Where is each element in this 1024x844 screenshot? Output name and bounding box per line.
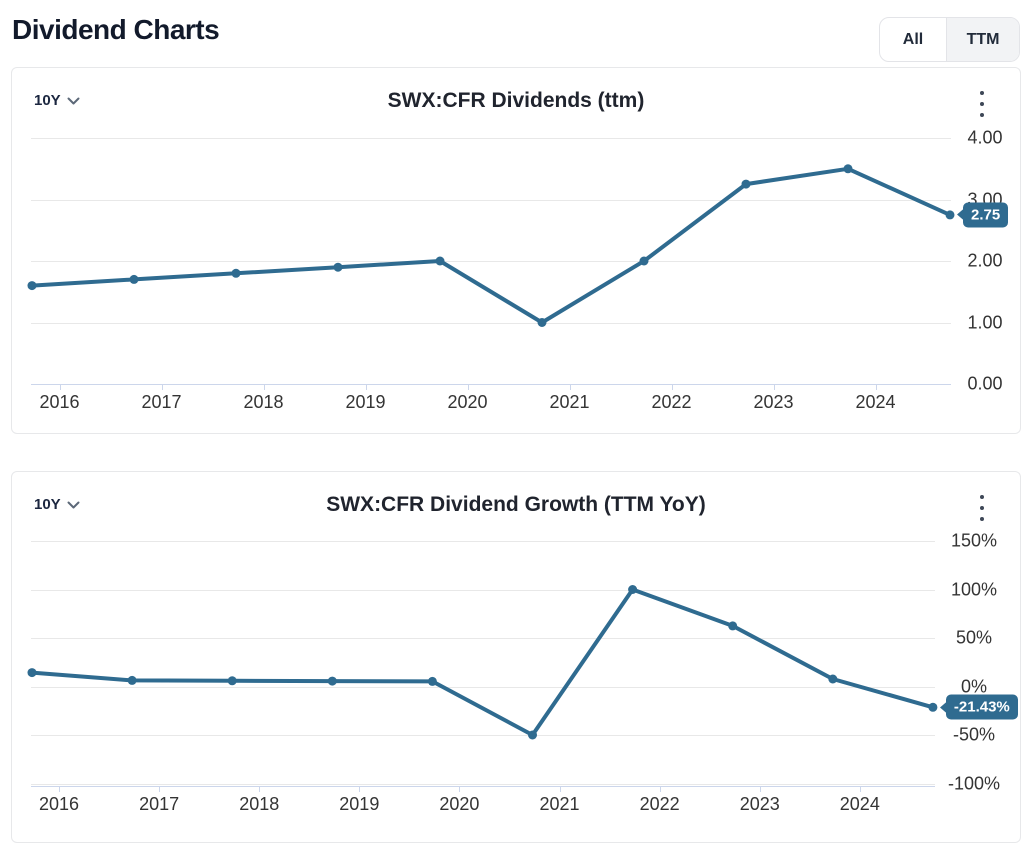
x-axis-label: 2017 (141, 392, 182, 412)
x-axis-label: 2019 (339, 794, 380, 814)
data-point[interactable] (945, 210, 955, 220)
chevron-down-icon (67, 97, 80, 104)
data-point[interactable] (327, 676, 337, 686)
x-axis-label: 2016 (39, 392, 80, 412)
x-axis-label: 2019 (345, 392, 386, 412)
data-point[interactable] (728, 621, 738, 631)
growth-plot-area: -100% -50% 0% 50% 100% 150% 2016 2017 2018 2019 20… (12, 472, 1020, 842)
x-axis-label: 2018 (243, 392, 284, 412)
y-axis-label: 0% (960, 676, 988, 696)
dividend-growth-chart-card: 10Y SWX:CFR Dividend Growth (TTM YoY) -1… (11, 471, 1021, 843)
data-point[interactable] (27, 668, 37, 678)
chart-canvas (27, 541, 938, 792)
kebab-menu-icon[interactable] (974, 91, 990, 117)
data-point[interactable] (129, 274, 139, 284)
period-toggle: All TTM (879, 17, 1020, 62)
chart-title: SWX:CFR Dividend Growth (TTM YoY) (326, 493, 706, 516)
page-title: Dividend Charts (12, 14, 220, 45)
toggle-all-button[interactable]: All (880, 18, 946, 61)
data-point[interactable] (227, 676, 237, 686)
y-axis-label: 50% (955, 627, 993, 648)
data-point[interactable] (435, 256, 445, 266)
x-axis-label: 2023 (753, 392, 794, 412)
x-axis-label: 2020 (439, 794, 480, 814)
kebab-menu-icon[interactable] (974, 495, 990, 521)
y-axis-label: -100% (947, 773, 1001, 793)
y-axis-label: 150% (950, 530, 998, 551)
chart-canvas (27, 138, 955, 390)
data-point[interactable] (427, 676, 437, 686)
data-point[interactable] (333, 262, 343, 272)
data-point[interactable] (231, 268, 241, 278)
y-axis-label: 1.00 (967, 312, 1003, 332)
chart-title: SWX:CFR Dividends (ttm) (387, 89, 645, 112)
y-axis-label: 2.00 (967, 250, 1003, 271)
y-axis-label: 4.00 (967, 127, 1003, 148)
range-selector-dropdown[interactable]: 10Y (34, 496, 80, 513)
data-point[interactable] (741, 179, 751, 189)
range-selector-dropdown[interactable]: 10Y (34, 92, 80, 109)
x-axis-label: 2022 (651, 392, 692, 412)
data-point[interactable] (537, 318, 547, 327)
x-axis-label: 2018 (239, 794, 280, 814)
y-axis-label: 0.00 (967, 373, 1003, 394)
x-axis-label: 2024 (839, 794, 880, 814)
x-axis-label: 2021 (549, 392, 590, 412)
series-line (30, 587, 935, 737)
data-point[interactable] (928, 702, 938, 712)
dividends-ttm-chart-card: 10Y SWX:CFR Dividends (ttm) 0.00 1.00 2.00… (11, 67, 1021, 434)
x-axis-label: 2017 (139, 794, 180, 814)
data-point[interactable] (828, 674, 838, 684)
y-axis-label: 100% (950, 579, 998, 599)
range-selector-label: 10Y (34, 496, 61, 513)
dividends-plot-area: 0.00 1.00 2.00 3.00 4.00 2016 2017 2018 2019 2020… (12, 68, 1020, 433)
data-point[interactable] (27, 281, 37, 291)
chevron-down-icon (67, 501, 80, 508)
data-point[interactable] (843, 164, 853, 174)
toggle-ttm-button[interactable]: TTM (946, 18, 1019, 61)
data-point[interactable] (127, 675, 137, 685)
series-line (30, 166, 952, 325)
x-axis-label: 2016 (38, 794, 80, 814)
data-point[interactable] (628, 585, 638, 594)
x-axis-label: 2023 (739, 794, 780, 814)
data-point[interactable] (639, 256, 649, 266)
x-axis-label: 2022 (639, 794, 680, 814)
data-point[interactable] (528, 730, 537, 740)
x-axis-label: 2021 (539, 794, 580, 814)
range-selector-label: 10Y (34, 92, 61, 109)
last-value-badge: -21.43% (945, 694, 1018, 720)
last-value-badge: 2.75 (963, 202, 1009, 228)
x-axis-label: 2024 (855, 392, 896, 412)
y-axis-label: -50% (952, 724, 996, 745)
x-axis-label: 2020 (447, 392, 488, 412)
